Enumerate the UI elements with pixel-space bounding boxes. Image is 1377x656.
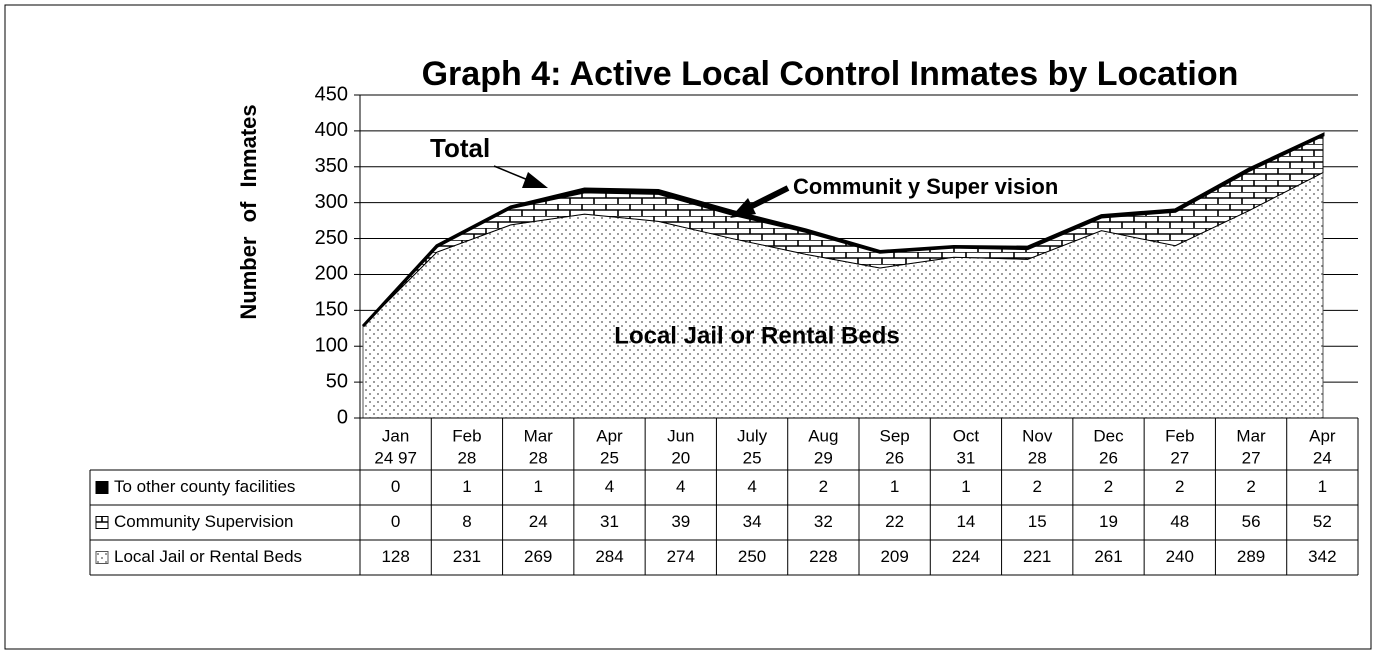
legend-label: Local Jail or Rental Beds [114, 547, 302, 566]
x-tick-label: 27 [1170, 448, 1189, 467]
x-tick-label: 26 [885, 448, 904, 467]
y-tick-label: 300 [315, 191, 348, 213]
annotation: Communit y Super vision [793, 174, 1058, 199]
table-cell: 56 [1242, 512, 1261, 531]
x-tick-label: 31 [956, 448, 975, 467]
table-cell: 1 [462, 477, 471, 496]
table-cell: 52 [1313, 512, 1332, 531]
table-cell: 228 [809, 547, 837, 566]
x-tick-label: 24 [1313, 448, 1332, 467]
y-tick-label: 350 [315, 155, 348, 177]
table-cell: 221 [1023, 547, 1051, 566]
table-cell: 14 [956, 512, 975, 531]
annotations: Total Communit y Super vision Local Jail… [430, 133, 1058, 349]
table-cell: 209 [880, 547, 908, 566]
table-cell: 32 [814, 512, 833, 531]
annotation: Total [430, 133, 490, 163]
table-cell: 2 [1104, 477, 1113, 496]
table-cell: 31 [600, 512, 619, 531]
arrowhead [522, 172, 548, 188]
table-cell: 4 [605, 477, 614, 496]
table-cell: 4 [747, 477, 756, 496]
legend-swatch [95, 516, 109, 529]
table-cell: 1 [961, 477, 970, 496]
table-cell: 0 [391, 512, 400, 531]
table-cell: 1 [533, 477, 542, 496]
area [361, 132, 1325, 328]
x-tick-label: July [737, 426, 768, 445]
table-cell: 274 [667, 547, 695, 566]
y-tick-label: 200 [315, 263, 348, 285]
table-cell: 1 [890, 477, 899, 496]
x-tick-label: Jan [382, 426, 409, 445]
x-tick-label: 29 [814, 448, 833, 467]
y-tick-label: 150 [315, 299, 348, 321]
arrowhead [730, 198, 756, 218]
table-cell: 24 [529, 512, 548, 531]
y-axis-label: Number of Inmates [236, 104, 261, 319]
x-tick-label: Oct [953, 426, 980, 445]
table-cell: 269 [524, 547, 552, 566]
chart-title: Graph 4: Active Local Control Inmates by… [422, 55, 1239, 93]
annotation: Local Jail or Rental Beds [614, 322, 899, 349]
x-tick-label: Sep [880, 426, 910, 445]
table-cell: 8 [462, 512, 471, 531]
x-tick-label: 25 [600, 448, 619, 467]
table-cell: 15 [1028, 512, 1047, 531]
x-tick-label: Nov [1022, 426, 1053, 445]
table-cell: 39 [671, 512, 690, 531]
x-tick-label: Feb [1165, 426, 1194, 445]
table-cell: 2 [1246, 477, 1255, 496]
table-cell: 240 [1166, 547, 1194, 566]
y-tick-label: 0 [337, 406, 348, 428]
x-tick-label: Feb [452, 426, 481, 445]
table-cell: 1 [1318, 477, 1327, 496]
table-cell: 2 [1175, 477, 1184, 496]
table-cell: 0 [391, 477, 400, 496]
table-cell: 22 [885, 512, 904, 531]
arrow [493, 165, 529, 181]
legend-swatch [95, 481, 109, 494]
table-cell: 2 [819, 477, 828, 496]
x-tick-label: 24 97 [374, 448, 417, 467]
legend-label: To other county facilities [114, 477, 295, 496]
x-tick-label: Mar [1236, 426, 1266, 445]
table-cell: 289 [1237, 547, 1265, 566]
legend-swatch [95, 551, 109, 564]
x-tick-label: Jun [667, 426, 694, 445]
table-cell: 34 [743, 512, 762, 531]
arrow [748, 185, 790, 210]
table-cell: 224 [952, 547, 980, 566]
x-tick-label: 26 [1099, 448, 1118, 467]
x-tick-label: Apr [1309, 426, 1336, 445]
x-tick-label: 27 [1242, 448, 1261, 467]
x-tick-label: Dec [1093, 426, 1124, 445]
x-tick-label: 20 [671, 448, 690, 467]
x-tick-label: 28 [1028, 448, 1047, 467]
table-cell: 284 [595, 547, 623, 566]
table-cell: 2 [1032, 477, 1041, 496]
y-tick-label: 450 [315, 83, 348, 105]
table-cell: 231 [453, 547, 481, 566]
y-tick-label: 400 [315, 119, 348, 141]
table-cell: 342 [1308, 547, 1336, 566]
x-tick-label: 28 [529, 448, 548, 467]
y-tick-label: 250 [315, 227, 348, 249]
x-tick-label: 28 [457, 448, 476, 467]
x-tick-label: Aug [808, 426, 838, 445]
x-tick-label: Mar [524, 426, 554, 445]
y-tick-label: 100 [315, 335, 348, 357]
table-cell: 19 [1099, 512, 1118, 531]
table-cell: 48 [1170, 512, 1189, 531]
x-tick-label: Apr [596, 426, 623, 445]
table-cell: 4 [676, 477, 685, 496]
legend-label: Community Supervision [114, 512, 294, 531]
x-tick-label: 25 [743, 448, 762, 467]
table-cell: 250 [738, 547, 766, 566]
table-cell: 128 [381, 547, 409, 566]
table-cell: 261 [1094, 547, 1122, 566]
y-tick-label: 50 [326, 370, 348, 392]
